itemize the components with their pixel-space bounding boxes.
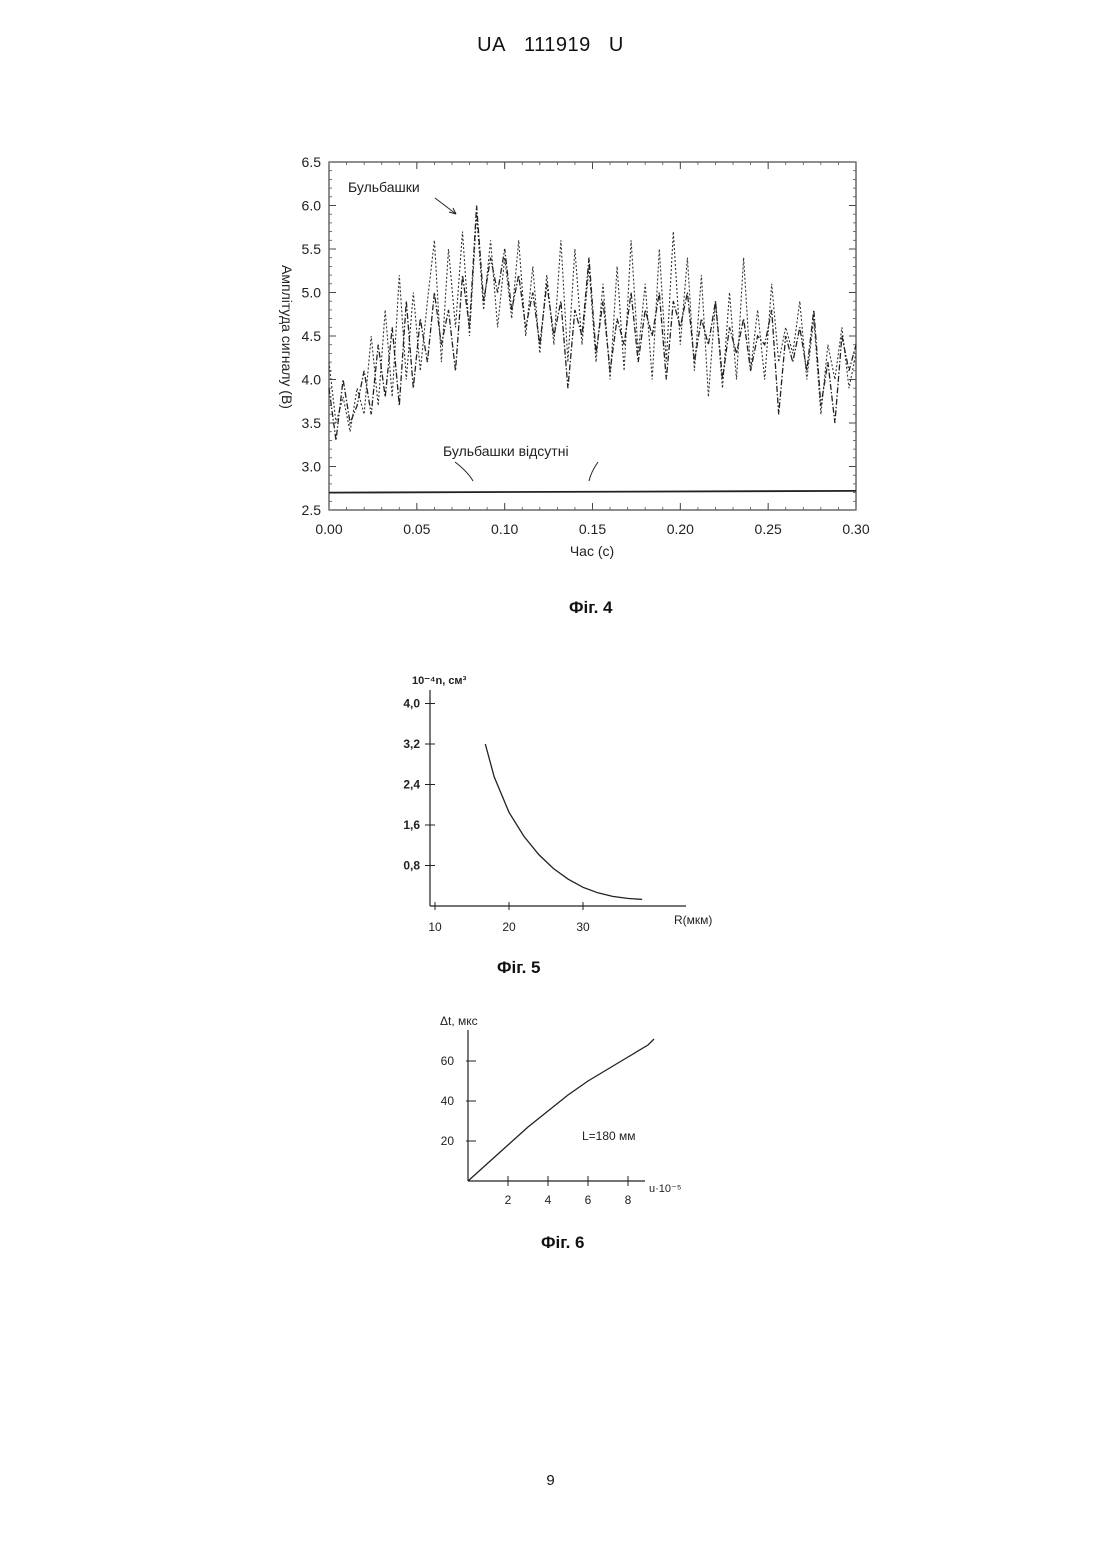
fig5-ylabel: 10⁻⁴n, см³ — [412, 675, 467, 687]
fig4-plot-frame — [329, 162, 856, 510]
figure-5-chart: 10 20 30 4,0 3,2 2,4 1,6 0,8 10⁻⁴n, см³ R(мкм) — [403, 675, 712, 934]
fig4-x-tick-label: 0.30 — [842, 521, 869, 537]
fig4-y-tick-label: 2.5 — [302, 502, 322, 518]
fig6-x-tick-label: 4 — [545, 1193, 552, 1207]
fig4-series-bubbles-dashdot — [329, 206, 856, 441]
fig5-y-tick-label: 1,6 — [403, 818, 420, 832]
fig6-y-tick-label: 60 — [441, 1054, 455, 1068]
fig4-y-tick-label: 6.5 — [302, 154, 322, 170]
fig4-annotation-bubbles: Бульбашки — [348, 179, 420, 195]
fig4-annotation-no-bubbles: Бульбашки відсутні — [443, 443, 569, 459]
fig4-xlabel: Час (с) — [570, 543, 614, 559]
fig6-y-tick-label: 40 — [441, 1094, 455, 1108]
fig6-x-tick-label: 2 — [505, 1193, 512, 1207]
fig5-caption: Фіг. 5 — [497, 958, 541, 978]
fig6-xlabel: u·10⁻⁵ — [649, 1183, 681, 1195]
fig4-arrow-no-bubbles-left — [455, 462, 473, 481]
page-number: 9 — [0, 1472, 1101, 1489]
fig4-y-tick-label: 3.5 — [302, 415, 322, 431]
fig6-caption: Фіг. 6 — [541, 1233, 585, 1253]
fig4-x-tick-label: 0.00 — [315, 521, 342, 537]
fig5-y-tick-label: 0,8 — [403, 859, 420, 873]
fig5-curve — [485, 744, 642, 899]
fig4-series-group — [329, 206, 856, 493]
fig6-curve — [468, 1039, 654, 1181]
fig4-x-tick-label: 0.05 — [403, 521, 430, 537]
fig4-ticks — [329, 162, 856, 510]
fig5-x-tick-label: 30 — [576, 920, 590, 934]
fig6-x-tick-label: 8 — [625, 1193, 632, 1207]
figure-6-chart: 2 4 6 8 60 40 20 Δt, мкс u·10⁻⁵ L=180 мм — [440, 1014, 681, 1207]
fig4-y-tick-label: 3.0 — [302, 459, 322, 475]
fig4-x-tick-label: 0.10 — [491, 521, 518, 537]
fig5-ticks: 10 20 30 4,0 3,2 2,4 1,6 0,8 — [403, 697, 590, 935]
fig4-series-no-bubbles — [329, 491, 856, 493]
fig4-series-bubbles-dotted — [329, 214, 856, 432]
fig6-annotation-l: L=180 мм — [582, 1129, 636, 1143]
fig4-x-tick-label: 0.15 — [579, 521, 606, 537]
fig4-y-tick-label: 4.5 — [302, 328, 322, 344]
fig4-ylabel: Амплітуда сигналу (В) — [279, 265, 295, 409]
fig6-y-tick-label: 20 — [441, 1134, 455, 1148]
fig4-y-tick-label: 6.0 — [302, 198, 322, 214]
fig4-y-tick-label: 5.0 — [302, 285, 322, 301]
fig4-x-tick-label: 0.20 — [667, 521, 694, 537]
fig5-y-tick-label: 2,4 — [403, 778, 420, 792]
fig4-y-tick-label: 5.5 — [302, 241, 322, 257]
fig4-arrow-bubbles — [435, 198, 456, 214]
fig6-x-tick-label: 6 — [585, 1193, 592, 1207]
fig6-ylabel: Δt, мкс — [440, 1014, 478, 1028]
fig5-x-tick-label: 10 — [428, 920, 442, 934]
fig4-x-tick-label: 0.25 — [755, 521, 782, 537]
fig5-x-tick-label: 20 — [502, 920, 516, 934]
fig5-xlabel: R(мкм) — [674, 913, 712, 927]
fig4-arrow-no-bubbles-right — [589, 462, 598, 481]
fig4-caption: Фіг. 4 — [569, 598, 613, 618]
fig5-y-tick-label: 3,2 — [403, 737, 420, 751]
fig5-y-tick-label: 4,0 — [403, 697, 420, 711]
fig4-y-tick-label: 4.0 — [302, 372, 322, 388]
